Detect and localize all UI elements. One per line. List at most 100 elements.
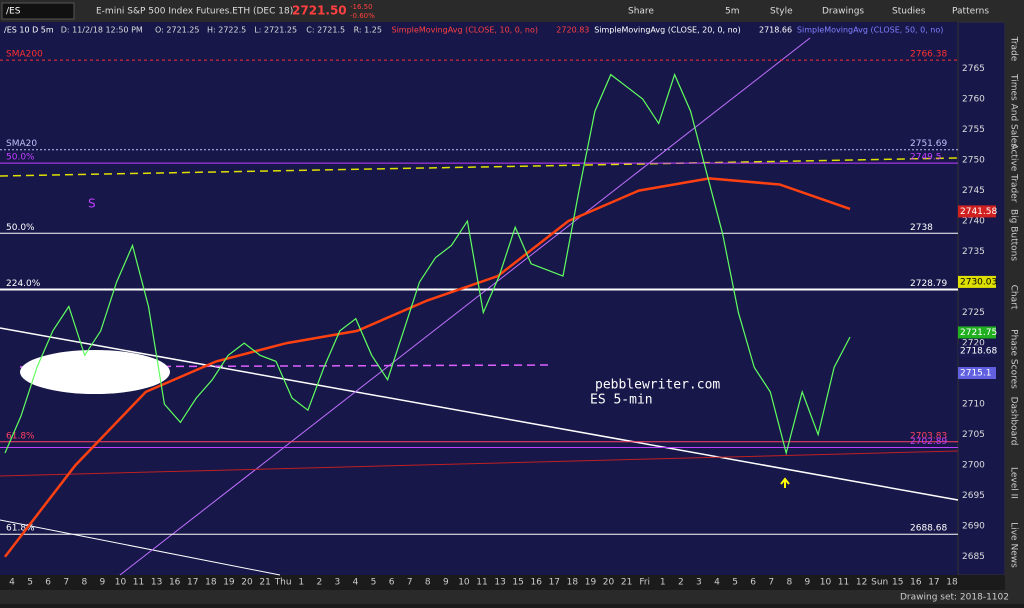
x-tick-label: 5 [371, 578, 377, 588]
x-tick-label: 10 [115, 578, 127, 588]
x-tick-label: 6 [45, 578, 51, 588]
level-value: 2766.38 [910, 50, 947, 60]
toolbar-button[interactable]: Style [770, 7, 793, 17]
description: E-mini S&P 500 Index Futures.ETH (DEC 18… [96, 7, 293, 17]
y-tick-label: 2735 [962, 247, 985, 257]
x-tick-label: Sun [871, 578, 888, 588]
trend-line [0, 450, 959, 477]
info-item: L: 2721.25 [254, 26, 297, 35]
x-tick-label: 16 [531, 578, 543, 588]
info-item: 2720.83 [556, 26, 589, 35]
x-tick-label: 20 [603, 578, 615, 588]
price-tag-label: 2721.75 [960, 328, 997, 338]
x-tick-label: 11 [476, 578, 487, 588]
price-tag [958, 367, 996, 380]
level-tag: 224.0% [6, 279, 41, 289]
toolbar [0, 0, 1024, 22]
info-item: D: 11/2/18 12:50 PM [61, 26, 143, 35]
x-tick-label: 13 [494, 578, 505, 588]
x-tick-label: 4 [353, 578, 359, 588]
x-tick-label: 10 [820, 578, 832, 588]
symbol: /ES [6, 7, 21, 17]
level-value: 2702.89 [910, 437, 947, 447]
y-tick-label: 2765 [962, 64, 985, 74]
x-tick-label: 9 [100, 578, 106, 588]
x-tick-label: 16 [169, 578, 181, 588]
x-tick-label: 2 [678, 578, 684, 588]
price-tag [958, 326, 996, 339]
x-tick-label: 10 [458, 578, 470, 588]
y-tick-label: 2690 [962, 522, 985, 532]
y-tick-label: 2745 [962, 186, 985, 196]
toolbar-button[interactable]: Share [628, 7, 654, 17]
symbol-box[interactable] [1, 2, 75, 20]
level-value: 2751.69 [910, 139, 947, 149]
level-tag: SMA200 [6, 50, 43, 60]
info-item: 2718.66 [759, 26, 792, 35]
toolbar-button[interactable]: Studies [892, 7, 926, 17]
level-tag: 50.0% [6, 223, 35, 233]
x-tick-label: 19 [585, 578, 597, 588]
x-tick-label: 21 [259, 578, 270, 588]
marker: S [88, 197, 96, 211]
arrow [780, 477, 790, 488]
x-tick-label: 11 [838, 578, 849, 588]
side-tab[interactable]: Trade [1009, 36, 1019, 62]
y-tick-label: 2700 [962, 461, 985, 471]
change-pct: -0.60% [350, 12, 375, 20]
x-tick-label: 21 [621, 578, 632, 588]
y-tick-label: 2740 [962, 217, 985, 227]
x-tick-label: 12 [856, 578, 867, 588]
info-item: /ES 10 D 5m [4, 26, 54, 35]
info-bar: /ES 10 D 5m D: 11/2/18 12:50 PM O: 2721.25… [4, 26, 943, 35]
highlight-oval [20, 350, 170, 394]
side-tab[interactable]: Dashboard [1009, 397, 1019, 446]
x-tick-label: 1 [298, 578, 304, 588]
y-tick-label: 2720 [962, 339, 985, 349]
x-tick-label: 7 [407, 578, 413, 588]
side-tab[interactable]: Times And Sales [1009, 73, 1019, 148]
side-tab[interactable]: Level II [1009, 467, 1019, 499]
x-tick-label: 16 [910, 578, 922, 588]
trend-line [0, 157, 959, 177]
toolbar-button[interactable]: Drawings [822, 7, 864, 17]
level-tag: 61.8% [6, 431, 35, 441]
x-tick-label: 6 [750, 578, 756, 588]
status: Drawing set: 2018-1102 [900, 593, 1009, 603]
side-tab[interactable]: Chart [1009, 285, 1019, 310]
x-tick-label: 18 [567, 578, 579, 588]
side-tab[interactable]: Live News [1009, 522, 1019, 568]
x-tick-label: 15 [512, 578, 523, 588]
x-tick-label: 1 [660, 578, 666, 588]
toolbar-button[interactable]: Patterns [952, 7, 989, 17]
toolbar-button[interactable]: 5m [725, 7, 740, 17]
x-tick-label: 15 [892, 578, 903, 588]
x-tick-label: 9 [805, 578, 811, 588]
side-tab[interactable]: Phase Scores [1009, 329, 1019, 389]
status-bar [0, 590, 1005, 604]
level-value: 2688.68 [910, 524, 947, 534]
side-tab[interactable]: Active Trader [1009, 143, 1019, 202]
x-tick-label: 4 [9, 578, 15, 588]
side-tab[interactable]: Big Buttons [1009, 209, 1019, 261]
dash-line [19, 364, 553, 368]
level-value: 2728.79 [910, 279, 947, 289]
x-tick-label: 3 [335, 578, 341, 588]
info-item: SimpleMovingAvg (CLOSE, 10, 0, no) [392, 26, 539, 35]
x-tick-label: 5 [732, 578, 738, 588]
level-tag: 61.8% [6, 524, 35, 534]
price-tag-label: 2741.58 [960, 207, 997, 217]
level-value: 2703.83 [910, 431, 947, 441]
x-tick-label: 4 [714, 578, 720, 588]
x-tick-label: 6 [389, 578, 395, 588]
y-tick-label: 2760 [962, 95, 985, 105]
time-axis [0, 575, 1005, 590]
x-tick-label: 19 [223, 578, 235, 588]
info-item: SimpleMovingAvg (CLOSE, 20, 0, no) [594, 26, 741, 35]
y-tick-label: 2710 [962, 400, 985, 410]
x-tick-label: 18 [205, 578, 217, 588]
y-tick-label: 2750 [962, 156, 985, 166]
level-tag: 50.0% [6, 153, 35, 163]
info-item: H: 2722.5 [207, 26, 246, 35]
